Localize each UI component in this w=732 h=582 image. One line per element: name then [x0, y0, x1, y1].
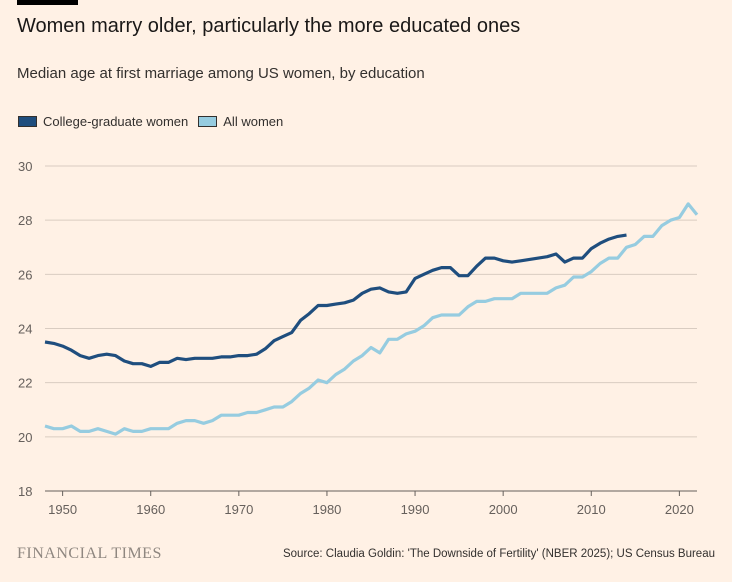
legend-swatch-college: [18, 116, 37, 127]
x-tick-label: 2000: [489, 502, 518, 517]
y-tick-label: 18: [18, 484, 32, 499]
series-line-college-graduate: [44, 233, 627, 368]
y-tick-label: 20: [18, 430, 32, 445]
y-tick-label: 26: [18, 267, 32, 282]
x-tick-label: 2010: [577, 502, 606, 517]
x-tick-label: 1980: [312, 502, 341, 517]
legend: College-graduate women All women: [18, 114, 283, 129]
x-tick-label: 1960: [136, 502, 165, 517]
x-tick-label: 2020: [665, 502, 694, 517]
chart-subtitle: Median age at first marriage among US wo…: [17, 65, 425, 82]
chart-title: Women marry older, particularly the more…: [17, 15, 521, 37]
y-tick-label: 22: [18, 376, 32, 391]
y-tick-label: 24: [18, 322, 32, 337]
legend-swatch-all: [198, 116, 218, 127]
y-tick-label: 30: [18, 159, 32, 174]
y-tick-label: 28: [18, 213, 32, 228]
x-tick-label: 1990: [401, 502, 430, 517]
ft-logo: FINANCIAL TIMES: [17, 545, 162, 562]
x-tick-label: 1950: [48, 502, 77, 517]
ft-top-bar: [17, 0, 78, 5]
series-line-all-women: [44, 202, 699, 436]
source-note: Source: Claudia Goldin: 'The Downside of…: [282, 548, 715, 560]
legend-label-college: College-graduate women: [43, 114, 189, 129]
x-tick-label: 1970: [224, 502, 253, 517]
legend-label-all: All women: [223, 114, 284, 129]
